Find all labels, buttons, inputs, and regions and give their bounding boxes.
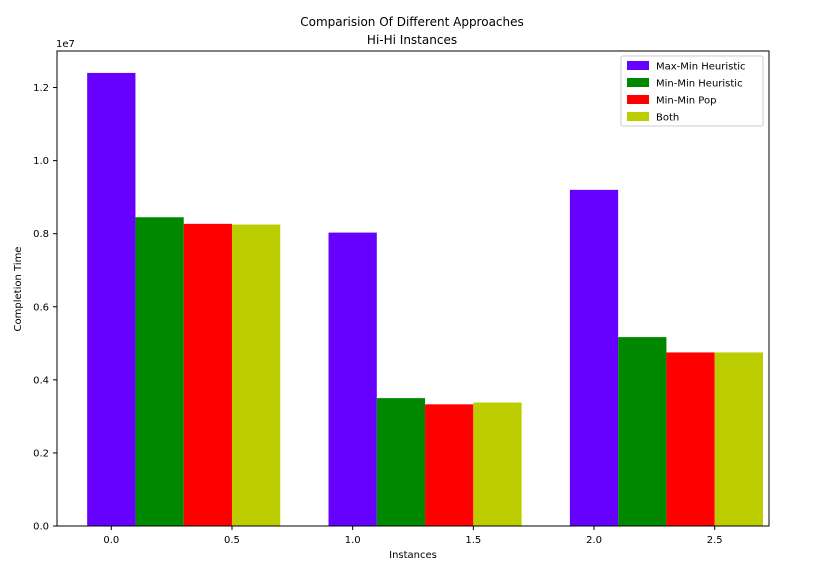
- x-tick-label-2: 1.0: [345, 535, 361, 546]
- y-tick-label-4: 0.8: [33, 229, 49, 240]
- bar-series-2-point-0: [183, 223, 232, 527]
- x-tick-label-4: 2.0: [586, 535, 602, 546]
- bar-series-1-point-2: [618, 337, 667, 526]
- bar-series-0-point-1: [328, 232, 377, 526]
- legend-swatch-3: [627, 112, 649, 121]
- legend-label-1: Min-Min Heuristic: [656, 79, 743, 90]
- bars-layer: [87, 72, 763, 527]
- legend: Max-Min Heuristic Min-Min Heuristic Min-Mi…: [620, 55, 764, 127]
- x-tick-label-3: 1.5: [465, 535, 481, 546]
- y-tick-label-1: 0.2: [33, 448, 49, 459]
- bar-series-3-point-2: [714, 352, 763, 526]
- y-tick-label-0: 0.0: [33, 522, 49, 533]
- x-tick-label-5: 2.5: [707, 535, 723, 546]
- legend-label-3: Both: [656, 113, 679, 124]
- y-tick-label-5: 1.0: [33, 156, 49, 167]
- legend-label-0: Max-Min Heuristic: [656, 62, 746, 73]
- bar-series-0-point-2: [569, 189, 619, 526]
- bar-series-1-point-0: [135, 217, 184, 526]
- legend-swatch-0: [627, 61, 649, 70]
- bar-series-3-point-0: [231, 224, 281, 527]
- x-axis-label: Instances: [389, 550, 437, 561]
- y-tick-label-6: 1.2: [33, 83, 49, 94]
- bar-series-2-point-2: [666, 352, 715, 526]
- y-axis-ticks: 0.0 0.2 0.4 0.6 0.8 1.0 1.2: [33, 83, 57, 533]
- legend-label-2: Min-Min Pop: [656, 96, 716, 107]
- chart-subtitle: Hi-Hi Instances: [367, 33, 457, 47]
- y-axis-label: Completion Time: [13, 247, 24, 332]
- x-axis-ticks: 0.0 0.5 1.0 1.5 2.0 2.5: [103, 526, 723, 546]
- y-tick-label-2: 0.4: [33, 375, 49, 386]
- bar-series-3-point-1: [473, 402, 522, 526]
- x-tick-label-0: 0.0: [103, 535, 119, 546]
- legend-swatch-1: [627, 78, 649, 87]
- bar-series-0-point-0: [87, 72, 136, 526]
- bar-series-2-point-1: [425, 404, 474, 526]
- x-tick-label-1: 0.5: [224, 535, 240, 546]
- legend-box: [620, 55, 764, 127]
- chart-title: Comparision Of Different Approaches: [300, 15, 524, 29]
- y-axis-offset-label: 1e7: [56, 39, 75, 50]
- plot-frame: [56, 50, 770, 527]
- legend-swatch-2: [627, 95, 649, 104]
- bar-series-1-point-1: [376, 398, 426, 526]
- y-tick-label-3: 0.6: [33, 302, 49, 313]
